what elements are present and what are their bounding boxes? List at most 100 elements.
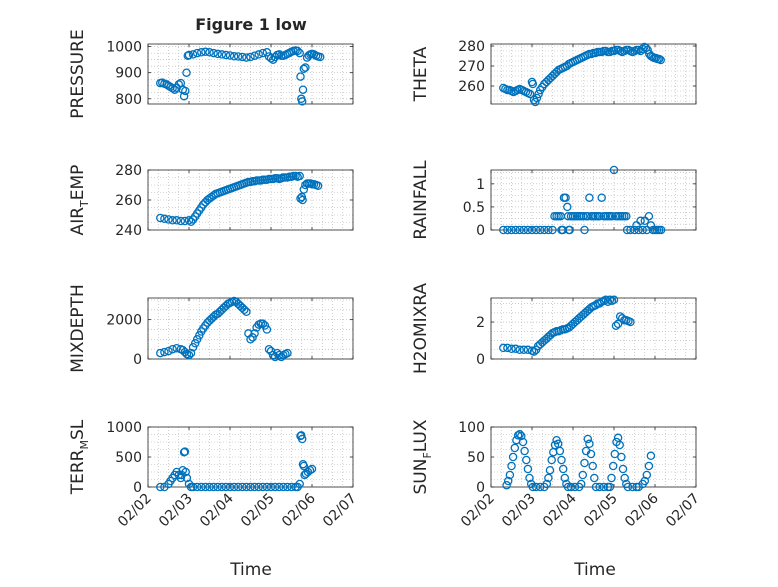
y-tick-label: 270: [458, 59, 485, 75]
data-point: [618, 464, 628, 474]
data-point: [250, 329, 259, 338]
data-point: [656, 225, 666, 235]
data-point: [315, 52, 325, 62]
data-point: [201, 482, 210, 492]
data-point: [601, 295, 611, 305]
data-point: [566, 482, 576, 492]
data-point: [531, 225, 541, 235]
data-point: [181, 467, 190, 477]
data-point: [213, 49, 222, 59]
data-point: [615, 440, 624, 450]
x-tick-label: 02/07: [663, 491, 703, 531]
axes-box: [490, 297, 697, 360]
data-point: [217, 482, 227, 492]
x-tick-label: 02/04: [540, 490, 580, 530]
data-point: [560, 473, 570, 483]
data-point: [502, 480, 511, 490]
data-point: [217, 50, 227, 59]
axes-box: [147, 43, 354, 105]
data-point: [535, 225, 545, 235]
y-tick-label: 2000: [106, 313, 142, 329]
data-point: [611, 321, 621, 330]
data-point: [297, 97, 307, 106]
y-axis-label-2: AIRTEMP: [68, 165, 91, 236]
y-tick-label: 2: [476, 315, 485, 331]
data-point: [181, 86, 190, 96]
data-point: [531, 482, 541, 492]
data-point: [296, 72, 305, 81]
data-point: [580, 225, 589, 235]
data-point: [274, 350, 284, 360]
data-point: [523, 464, 533, 474]
data-point: [179, 91, 189, 101]
x-tick-label: 02/03: [499, 491, 539, 531]
data-point: [597, 193, 606, 202]
y-axis-label-0: PRESSURE: [68, 29, 88, 118]
data-point: [295, 479, 304, 489]
data-point: [557, 455, 566, 465]
data-point: [156, 348, 165, 358]
data-point: [242, 307, 251, 317]
data-point: [246, 335, 255, 344]
data-point: [279, 482, 288, 492]
data-point: [527, 225, 537, 235]
y-tick-label: 1000: [106, 40, 142, 56]
data-point: [266, 482, 276, 492]
data-point: [507, 344, 516, 354]
y-tick-label: 260: [115, 193, 142, 209]
right-x-axis-label: Time: [573, 560, 616, 580]
data-point: [511, 344, 520, 354]
y-tick-label: 1000: [106, 420, 142, 436]
data-point: [503, 225, 512, 235]
y-axis-label-5: H2OMIXRA: [411, 283, 431, 374]
data-point: [607, 473, 616, 483]
y-tick-label: 100: [458, 420, 485, 436]
x-tick-label: 02/05: [581, 491, 621, 531]
data-point: [532, 93, 542, 103]
data-point: [588, 461, 597, 471]
data-point: [644, 211, 654, 221]
data-point: [242, 53, 251, 62]
data-point: [242, 482, 251, 492]
data-point: [186, 348, 196, 358]
data-point: [591, 301, 600, 310]
data-point: [184, 350, 194, 360]
data-point: [578, 470, 588, 480]
data-point: [184, 50, 194, 60]
data-point: [548, 225, 557, 235]
data-point: [250, 51, 259, 60]
data-point: [182, 68, 191, 77]
data-point: [544, 473, 553, 483]
data-point: [503, 476, 513, 486]
data-point: [644, 461, 654, 471]
data-point: [544, 225, 553, 235]
data-point: [513, 431, 523, 440]
data-point: [160, 214, 169, 224]
data-point: [287, 482, 296, 492]
data-point: [515, 429, 524, 439]
data-point: [156, 213, 165, 223]
subplot-sun-flux: 0 50 100 SUNFLUX 02/02 02/03 02/04 02/05 02/06 02…: [411, 419, 703, 530]
y-tick-label: 0: [133, 352, 142, 368]
data-point: [260, 321, 270, 330]
data-point: [238, 482, 247, 492]
data-point: [638, 225, 647, 235]
data-point: [184, 216, 194, 225]
data-point: [262, 482, 272, 492]
data-point: [221, 50, 231, 60]
data-point: [172, 216, 181, 225]
data-point: [192, 482, 202, 492]
y-axis-label-3: RAINFALL: [411, 160, 431, 240]
data-point: [525, 473, 534, 483]
data-point: [515, 225, 524, 235]
data-point: [254, 50, 263, 59]
data-point: [585, 193, 594, 202]
data-point: [205, 482, 214, 492]
data-point: [529, 347, 539, 356]
data-point: [164, 346, 173, 356]
axes-box: [147, 297, 354, 360]
data-point: [180, 447, 190, 456]
y-tick-label: 800: [115, 92, 142, 108]
data-point: [622, 211, 631, 221]
